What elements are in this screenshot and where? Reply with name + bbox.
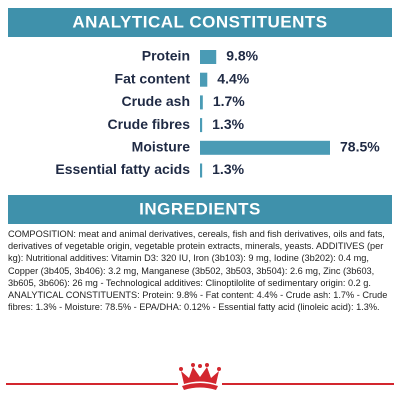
value-label: 9.8% (226, 48, 258, 64)
bar (200, 72, 208, 87)
category-label: Fat content (115, 70, 191, 86)
value-label: 1.3% (212, 116, 244, 132)
section-title: INGREDIENTS (139, 199, 261, 218)
logo (179, 363, 221, 390)
bar (200, 95, 203, 110)
category-label: Moisture (132, 139, 191, 155)
bar (200, 140, 330, 155)
header-band (8, 8, 392, 37)
value-label: 4.4% (217, 70, 249, 86)
bar (200, 163, 203, 178)
category-label: Protein (142, 48, 190, 64)
value-label: 78.5% (340, 139, 380, 155)
category-label: Crude fibres (108, 116, 191, 132)
bar (200, 50, 217, 64)
chart-title: ANALYTICAL CONSTITUENTS (72, 12, 327, 31)
ingredients-text: COMPOSITION: meat and animal derivatives… (8, 229, 388, 313)
bar (200, 118, 203, 133)
header-band (8, 195, 392, 224)
category-label: Essential fatty acids (55, 161, 190, 177)
value-label: 1.7% (213, 93, 245, 109)
category-label: Crude ash (122, 93, 190, 109)
value-label: 1.3% (212, 161, 244, 177)
